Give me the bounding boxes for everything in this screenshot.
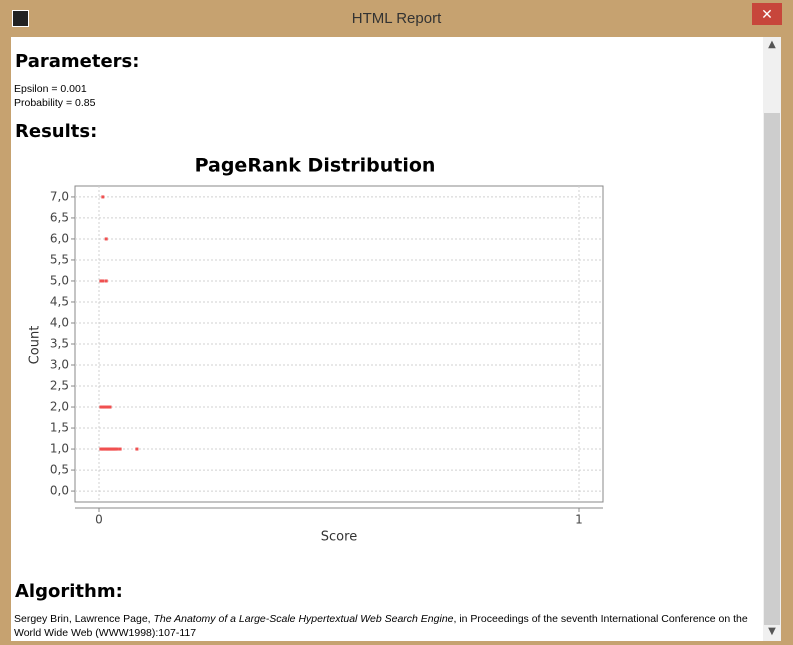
venue: , in Proceedings of the seventh Internat…	[14, 613, 748, 639]
y-tick-label: 6,0	[50, 231, 69, 245]
y-tick-label: 6,5	[50, 210, 69, 224]
window-title: HTML Report	[351, 10, 442, 27]
app-icon	[12, 10, 29, 27]
point	[104, 237, 108, 241]
x-tick-label: 1	[575, 513, 583, 527]
y-tick-label: 4,5	[50, 294, 69, 308]
parameter-line: Epsilon = 0.001	[14, 83, 87, 95]
point	[106, 405, 110, 409]
y-tick-label: 1,0	[50, 442, 69, 456]
section-heading: Results:	[15, 121, 98, 142]
y-tick-label: 3,0	[50, 358, 69, 372]
x-tick-label: 0	[95, 513, 103, 527]
point	[101, 279, 105, 283]
authors: Sergey Brin, Lawrence Page,	[14, 613, 154, 625]
scroll-up[interactable]: ▲	[768, 39, 776, 50]
title-bar: HTML Report ✕	[0, 0, 793, 36]
y-tick-label: 0,5	[50, 463, 69, 477]
y-tick-label: 2,0	[50, 400, 69, 414]
point	[104, 405, 108, 409]
section-heading: Algorithm:	[15, 581, 123, 602]
point	[99, 279, 103, 283]
reference: Sergey Brin, Lawrence Page, The Anatomy …	[14, 612, 759, 640]
chart: PageRank Distribution Score Count 0,0 0,5…	[28, 155, 604, 545]
point	[101, 195, 105, 199]
scrollbar[interactable]: ▲ ▼	[763, 37, 781, 641]
y-tick-label: 2,5	[50, 379, 69, 393]
y-tick-label: 5,0	[50, 273, 69, 287]
y-tick-label: 4,0	[50, 315, 69, 329]
y-tick-label: 7,0	[50, 189, 69, 203]
y-tick-label: 0,0	[50, 484, 69, 498]
point	[115, 447, 119, 451]
point	[99, 405, 103, 409]
point	[104, 279, 108, 283]
y-tick-label: 1,5	[50, 421, 69, 435]
scroll-down[interactable]: ▼	[768, 626, 776, 637]
y-tick-label: 3,5	[50, 337, 69, 351]
x-axis-label: Score	[321, 530, 357, 545]
point	[102, 405, 106, 409]
point	[108, 405, 112, 409]
section-heading: Parameters:	[15, 51, 140, 72]
point	[135, 447, 139, 451]
scroll-thumb[interactable]	[764, 113, 780, 625]
parameter-line: Probability = 0.85	[14, 97, 96, 109]
report-content: Parameters: Epsilon = 0.001 Probability …	[11, 37, 763, 641]
point	[118, 447, 122, 451]
chart-title: PageRank Distribution	[195, 155, 436, 177]
y-tick-label: 5,5	[50, 252, 69, 266]
y-axis-label: Count	[28, 326, 43, 365]
close-button[interactable]: ✕	[752, 3, 782, 25]
paper-title: The Anatomy of a Large-Scale Hypertextua…	[153, 613, 454, 625]
